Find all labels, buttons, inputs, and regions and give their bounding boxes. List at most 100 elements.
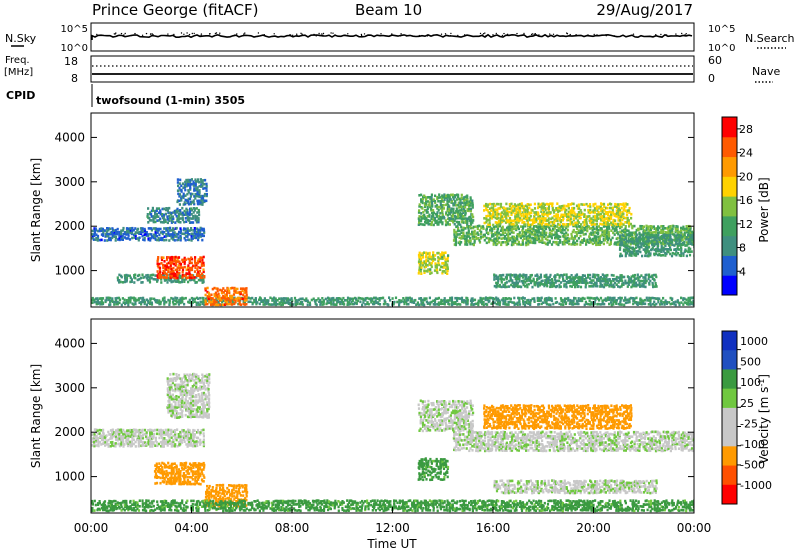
- heatmap-cell: [425, 258, 428, 261]
- heatmap-cell: [622, 281, 625, 285]
- heatmap-cell: [492, 234, 495, 238]
- heatmap-cell: [115, 435, 118, 438]
- heatmap-cell: [547, 217, 550, 220]
- heatmap-cell: [536, 237, 539, 241]
- heatmap-cell: [364, 297, 367, 300]
- heatmap-cell: [544, 301, 547, 304]
- heatmap-cell: [557, 235, 560, 238]
- heatmap-cell: [156, 219, 159, 222]
- heatmap-cell: [450, 298, 454, 302]
- heatmap-cell: [195, 281, 198, 284]
- heatmap-cell: [496, 235, 499, 238]
- heatmap-cell: [526, 285, 529, 289]
- heatmap-cell: [538, 299, 541, 302]
- heatmap-cell: [418, 303, 421, 307]
- heatmap-cell: [515, 218, 519, 222]
- heatmap-cell: [427, 268, 430, 271]
- heatmap-cell: [158, 219, 161, 222]
- heatmap-cell: [356, 299, 360, 303]
- heatmap-cell: [624, 205, 627, 208]
- heatmap-cell: [495, 217, 498, 220]
- heatmap-cell: [508, 207, 511, 211]
- heatmap-cell: [470, 219, 473, 222]
- heatmap-cell: [154, 444, 157, 447]
- heatmap-cell: [543, 226, 546, 230]
- heatmap-cell: [222, 299, 225, 302]
- heatmap-cell: [559, 297, 563, 300]
- heatmap-cell: [599, 276, 603, 279]
- heatmap-cell: [583, 281, 586, 284]
- heatmap-cell: [478, 229, 481, 232]
- heatmap-cell: [267, 303, 271, 306]
- nsearch-point: [193, 32, 195, 35]
- heatmap-cell: [197, 228, 200, 232]
- heatmap-cell: [525, 205, 529, 208]
- heatmap-cell: [534, 233, 537, 236]
- heatmap-cell: [169, 262, 172, 265]
- heatmap-cell: [437, 296, 440, 300]
- heatmap-cell: [557, 279, 561, 283]
- heatmap-cell: [569, 219, 572, 222]
- heatmap-cell: [606, 227, 609, 230]
- heatmap-cell: [430, 223, 433, 227]
- heatmap-cell: [634, 231, 637, 234]
- heatmap-cell: [91, 433, 94, 436]
- heatmap-cell: [670, 254, 674, 258]
- heatmap-cell: [164, 264, 167, 267]
- heatmap-cell: [143, 275, 146, 279]
- heatmap-cell: [621, 275, 624, 279]
- heatmap-cell: [548, 226, 551, 230]
- heatmap-cell: [192, 199, 195, 202]
- heatmap-cell: [223, 303, 227, 306]
- nsearch-point: [243, 33, 245, 35]
- heatmap-cell: [493, 273, 496, 277]
- heatmap-cell: [534, 283, 537, 287]
- heatmap-cell: [170, 267, 173, 271]
- heatmap-cell: [109, 231, 112, 234]
- heatmap-cell: [657, 233, 660, 237]
- heatmap-cell: [687, 242, 690, 246]
- heatmap-cell: [418, 221, 421, 225]
- heatmap-cell: [510, 209, 513, 212]
- heatmap-cell: [195, 232, 199, 236]
- heatmap-cell: [181, 266, 184, 269]
- heatmap-cell: [649, 299, 652, 302]
- nsearch-point: [332, 32, 334, 34]
- heatmap-cell: [615, 209, 618, 213]
- heatmap-cell: [630, 285, 633, 289]
- heatmap-cell: [552, 281, 555, 285]
- heatmap-cell: [506, 213, 509, 216]
- heatmap-cell: [574, 276, 577, 279]
- heatmap-cell: [528, 211, 531, 215]
- heatmap-cell: [579, 276, 582, 279]
- heatmap-cell: [125, 228, 129, 232]
- heatmap-cell: [563, 273, 566, 277]
- heatmap-cell: [457, 206, 461, 209]
- heatmap-cell: [561, 215, 565, 218]
- heatmap-cell: [134, 445, 137, 448]
- heatmap-cell: [466, 221, 469, 225]
- heatmap-cell: [202, 299, 205, 302]
- heatmap-cell: [172, 217, 175, 220]
- heatmap-cell: [468, 219, 471, 222]
- heatmap-cell: [114, 235, 118, 238]
- heatmap-cell: [587, 225, 590, 228]
- heatmap-cell: [320, 300, 324, 304]
- heatmap-cell: [413, 301, 416, 304]
- heatmap-cell: [198, 213, 201, 217]
- heatmap-cell: [675, 242, 678, 246]
- heatmap-cell: [418, 219, 421, 222]
- heatmap-cell: [166, 228, 169, 232]
- heatmap-cell: [618, 234, 622, 237]
- heatmap-cell: [569, 215, 572, 218]
- heatmap-cell: [522, 209, 526, 212]
- heatmap-cell: [229, 300, 232, 304]
- heatmap-cell: [570, 213, 573, 216]
- heatmap-cell: [124, 276, 127, 280]
- heatmap-cell: [350, 297, 353, 301]
- heatmap-cell: [421, 261, 424, 265]
- heatmap-cell: [547, 219, 550, 222]
- heatmap-cell: [162, 266, 165, 270]
- heatmap-cell: [647, 243, 650, 246]
- heatmap-cell: [633, 231, 636, 234]
